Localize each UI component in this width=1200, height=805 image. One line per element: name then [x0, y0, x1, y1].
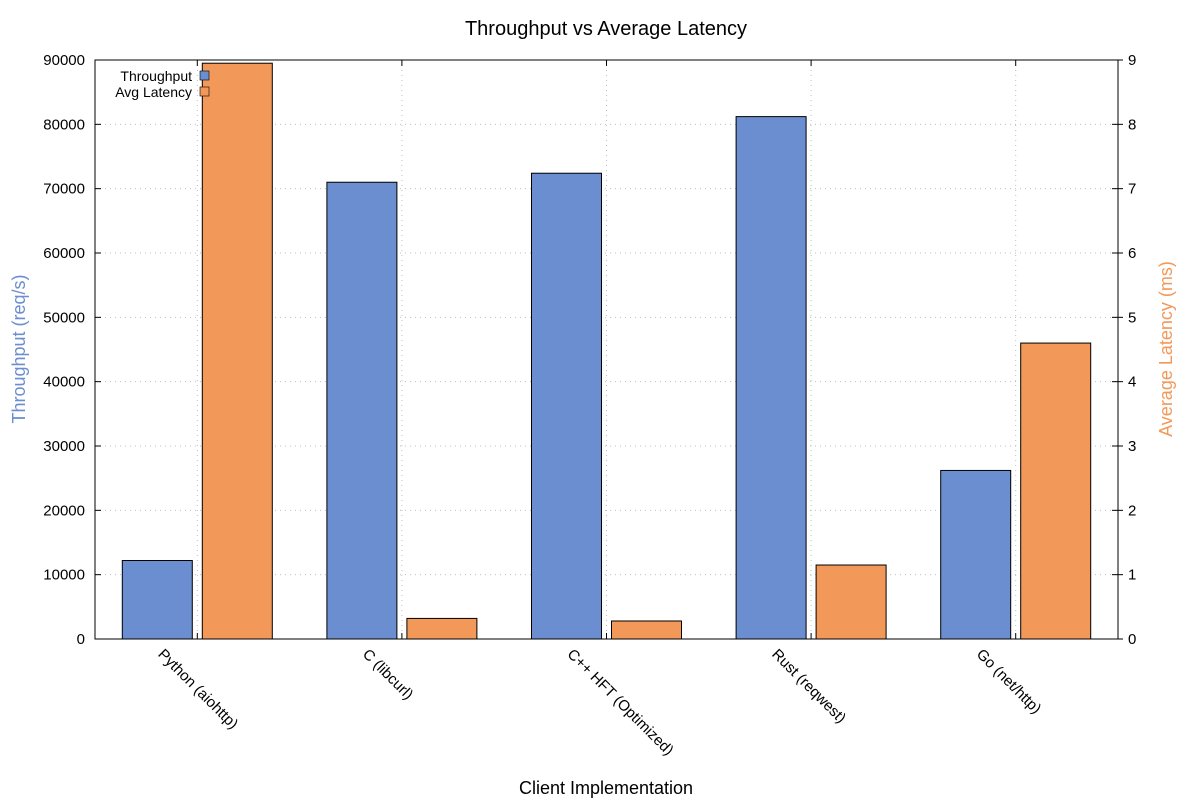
y-axis-label-right: Average Latency (ms) [1156, 261, 1176, 437]
y-tick-label-left: 70000 [43, 181, 85, 198]
chart-title: Throughput vs Average Latency [465, 18, 747, 40]
bars [121, 62, 1092, 640]
bar-avg-latency [201, 62, 273, 640]
y-tick-label-left: 80000 [43, 116, 85, 133]
bar-avg-latency [611, 620, 682, 640]
bar-throughput [940, 469, 1012, 640]
bar-avg-latency [815, 564, 887, 640]
legend-swatch-latency [199, 86, 210, 97]
y-tick-label-left: 90000 [43, 52, 85, 69]
x-tick-label: C (libcurl) [359, 646, 416, 703]
bar-throughput [735, 116, 807, 640]
y-tick-label-left: 10000 [43, 567, 85, 584]
y-tick-label-right: 8 [1128, 116, 1136, 133]
bar-throughput [121, 560, 193, 640]
bar-avg-latency [1020, 342, 1092, 640]
y-tick-label-right: 5 [1128, 309, 1136, 326]
legend: Throughput Avg Latency [115, 68, 210, 100]
y-tick-label-right: 9 [1128, 52, 1136, 69]
y-tick-label-right: 4 [1128, 374, 1136, 391]
legend-label-latency: Avg Latency [115, 84, 192, 100]
legend-label-throughput: Throughput [120, 68, 192, 84]
x-axis-label: Client Implementation [519, 778, 693, 798]
bar-throughput [531, 172, 602, 640]
x-tick-label: Rust (reqwest) [768, 646, 849, 727]
y-tick-label-right: 7 [1128, 181, 1136, 198]
x-tick-label: C++ HFT (Optimized) [564, 646, 677, 759]
y-tick-label-left: 0 [77, 631, 85, 648]
bar-avg-latency [406, 617, 478, 640]
y-tick-label-left: 60000 [43, 245, 85, 262]
y-tick-label-left: 30000 [43, 438, 85, 455]
y-tick-label-left: 40000 [43, 374, 85, 391]
y-tick-label-right: 2 [1128, 502, 1136, 519]
bar-throughput [326, 181, 398, 640]
y-tick-label-left: 20000 [43, 502, 85, 519]
y-tick-label-right: 6 [1128, 245, 1136, 262]
x-tick-label: Go (net/http) [973, 646, 1045, 718]
y-tick-label-right: 3 [1128, 438, 1136, 455]
y-tick-label-left: 50000 [43, 309, 85, 326]
y-axis-label-left: Throughput (req/s) [9, 274, 29, 423]
legend-swatch-throughput [199, 70, 210, 81]
y-tick-label-right: 0 [1128, 631, 1136, 648]
x-tick-label: Python (aiohttp) [154, 646, 241, 733]
y-tick-label-right: 1 [1128, 567, 1136, 584]
